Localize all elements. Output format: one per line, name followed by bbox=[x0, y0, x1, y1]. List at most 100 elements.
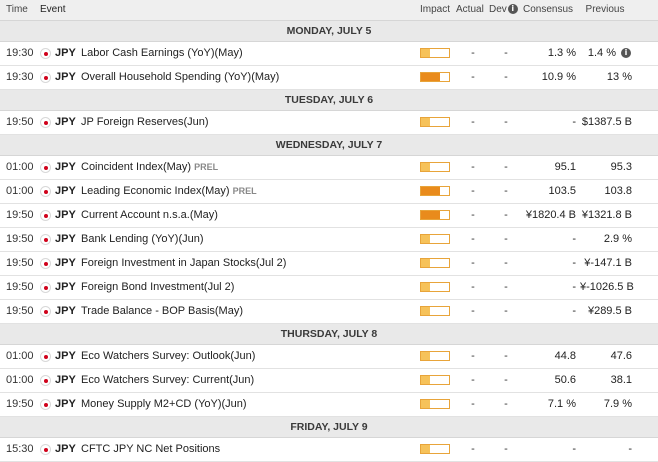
impact-bar bbox=[420, 306, 450, 316]
event-dev: - bbox=[504, 116, 508, 128]
event-consensus: 95.1 bbox=[554, 161, 576, 173]
event-row[interactable]: 01:00 JPY Leading Economic Index(May) PREL -… bbox=[0, 180, 658, 204]
event-name-cell[interactable]: JP Foreign Reserves(Jun) bbox=[81, 111, 209, 134]
event-time: 19:50 bbox=[6, 398, 34, 410]
event-name[interactable]: Coincident Index(May) bbox=[81, 161, 192, 173]
header-dev[interactable]: Dev i bbox=[489, 0, 518, 20]
event-dev: - bbox=[504, 209, 508, 221]
event-row[interactable]: 19:50 JPY Money Supply M2+CD (YoY)(Jun) - - 7… bbox=[0, 393, 658, 417]
event-row[interactable]: 19:30 JPY Overall Household Spending (YoY)… bbox=[0, 66, 658, 90]
impact-bar bbox=[420, 162, 450, 172]
event-consensus: 10.9 % bbox=[541, 71, 576, 83]
event-actual: - bbox=[471, 350, 475, 362]
impact-bar bbox=[420, 186, 450, 196]
event-row[interactable]: 19:50 JPY Current Account n.s.a.(May) - - ¥18… bbox=[0, 204, 658, 228]
impact-bar bbox=[420, 48, 450, 58]
header-event[interactable]: Event bbox=[40, 4, 66, 15]
event-time: 19:50 bbox=[6, 209, 34, 221]
event-name[interactable]: Eco Watchers Survey: Outlook(Jun) bbox=[81, 350, 256, 362]
event-currency: JPY bbox=[55, 398, 76, 410]
info-icon[interactable]: i bbox=[507, 4, 518, 15]
japan-flag-icon bbox=[41, 445, 50, 454]
day-header: TUESDAY, JULY 6 bbox=[0, 90, 658, 111]
event-name-cell[interactable]: Leading Economic Index(May) PREL bbox=[81, 180, 257, 203]
event-dev: - bbox=[504, 374, 508, 386]
event-name[interactable]: JP Foreign Reserves(Jun) bbox=[81, 116, 209, 128]
event-name-cell[interactable]: Trade Balance - BOP Basis(May) bbox=[81, 300, 243, 323]
event-name[interactable]: Current Account n.s.a.(May) bbox=[81, 209, 218, 221]
event-dev: - bbox=[504, 161, 508, 173]
event-dev: - bbox=[504, 305, 508, 317]
header-impact[interactable]: Impact bbox=[420, 4, 451, 15]
event-name-cell[interactable]: Eco Watchers Survey: Outlook(Jun) bbox=[81, 345, 255, 368]
impact-bar-fill bbox=[421, 400, 431, 408]
impact-bar-fill bbox=[421, 445, 431, 453]
event-name-cell[interactable]: Foreign Investment in Japan Stocks(Jul 2… bbox=[81, 252, 286, 275]
event-name[interactable]: Foreign Bond Investment(Jul 2) bbox=[81, 281, 235, 293]
header-consensus[interactable]: Consensus bbox=[522, 4, 574, 15]
event-actual: - bbox=[471, 233, 475, 245]
event-previous: 47.6 bbox=[610, 350, 632, 362]
event-name-cell[interactable]: Coincident Index(May) PREL bbox=[81, 156, 218, 179]
event-name[interactable]: Money Supply M2+CD (YoY)(Jun) bbox=[81, 398, 247, 410]
event-row[interactable]: 15:30 JPY CFTC JPY NC Net Positions - - - - bbox=[0, 438, 658, 462]
event-dev: - bbox=[504, 185, 508, 197]
event-name-cell[interactable]: Foreign Bond Investment(Jul 2) bbox=[81, 276, 234, 299]
event-currency: JPY bbox=[55, 281, 76, 293]
event-name-cell[interactable]: Overall Household Spending (YoY)(May) bbox=[81, 66, 279, 89]
header-time[interactable]: Time bbox=[6, 4, 28, 15]
event-currency: JPY bbox=[55, 209, 76, 221]
event-name[interactable]: Eco Watchers Survey: Current(Jun) bbox=[81, 374, 255, 386]
event-time: 01:00 bbox=[6, 374, 34, 386]
event-name[interactable]: CFTC JPY NC Net Positions bbox=[81, 443, 221, 455]
event-consensus: - bbox=[572, 116, 576, 128]
header-actual[interactable]: Actual bbox=[456, 4, 484, 15]
japan-flag-icon bbox=[41, 211, 50, 220]
event-currency: JPY bbox=[55, 116, 76, 128]
event-row[interactable]: 19:30 JPY Labor Cash Earnings (YoY)(May) - -… bbox=[0, 42, 658, 66]
event-time: 01:00 bbox=[6, 161, 34, 173]
event-actual: - bbox=[471, 47, 475, 59]
event-row[interactable]: 01:00 JPY Coincident Index(May) PREL - - 95.1 9… bbox=[0, 156, 658, 180]
japan-flag-icon bbox=[41, 235, 50, 244]
event-name-cell[interactable]: Eco Watchers Survey: Current(Jun) bbox=[81, 369, 254, 392]
event-name[interactable]: Leading Economic Index(May) bbox=[81, 185, 230, 197]
event-currency: JPY bbox=[55, 305, 76, 317]
event-currency: JPY bbox=[55, 257, 76, 269]
event-previous: 2.9 % bbox=[603, 233, 632, 245]
event-row[interactable]: 19:50 JPY Trade Balance - BOP Basis(May) - -… bbox=[0, 300, 658, 324]
event-name[interactable]: Overall Household Spending (YoY)(May) bbox=[81, 71, 280, 83]
event-name[interactable]: Bank Lending (YoY)(Jun) bbox=[81, 233, 204, 245]
event-time: 19:30 bbox=[6, 71, 34, 83]
event-row[interactable]: 01:00 JPY Eco Watchers Survey: Current(Jun… bbox=[0, 369, 658, 393]
event-name-cell[interactable]: Current Account n.s.a.(May) bbox=[81, 204, 218, 227]
event-name[interactable]: Foreign Investment in Japan Stocks(Jul 2… bbox=[81, 257, 287, 269]
event-name[interactable]: Labor Cash Earnings (YoY)(May) bbox=[81, 47, 243, 59]
event-actual: - bbox=[471, 374, 475, 386]
event-name-cell[interactable]: Labor Cash Earnings (YoY)(May) bbox=[81, 42, 243, 65]
japan-flag-icon bbox=[41, 118, 50, 127]
event-name-cell[interactable]: Bank Lending (YoY)(Jun) bbox=[81, 228, 204, 251]
event-actual: - bbox=[471, 209, 475, 221]
japan-flag-icon bbox=[41, 187, 50, 196]
event-name[interactable]: Trade Balance - BOP Basis(May) bbox=[81, 305, 244, 317]
japan-flag-icon bbox=[41, 73, 50, 82]
event-dev: - bbox=[504, 257, 508, 269]
event-row[interactable]: 19:50 JPY JP Foreign Reserves(Jun) - - - $1387… bbox=[0, 111, 658, 135]
info-icon[interactable]: i bbox=[621, 48, 631, 58]
event-row[interactable]: 19:50 JPY Foreign Investment in Japan Stoc… bbox=[0, 252, 658, 276]
event-row[interactable]: 19:50 JPY Foreign Bond Investment(Jul 2) - -… bbox=[0, 276, 658, 300]
impact-bar-fill bbox=[421, 283, 431, 291]
impact-bar bbox=[420, 444, 450, 454]
event-time: 19:50 bbox=[6, 116, 34, 128]
event-row[interactable]: 01:00 JPY Eco Watchers Survey: Outlook(Jun… bbox=[0, 345, 658, 369]
impact-bar bbox=[420, 117, 450, 127]
event-dev: - bbox=[504, 47, 508, 59]
event-previous: 1.4 % bbox=[587, 47, 616, 59]
event-row[interactable]: 19:50 JPY Bank Lending (YoY)(Jun) - - - 2.9 % bbox=[0, 228, 658, 252]
event-name-cell[interactable]: Money Supply M2+CD (YoY)(Jun) bbox=[81, 393, 247, 416]
header-previous[interactable]: Previous bbox=[585, 4, 625, 15]
event-time: 01:00 bbox=[6, 350, 34, 362]
event-name-cell[interactable]: CFTC JPY NC Net Positions bbox=[81, 438, 220, 461]
